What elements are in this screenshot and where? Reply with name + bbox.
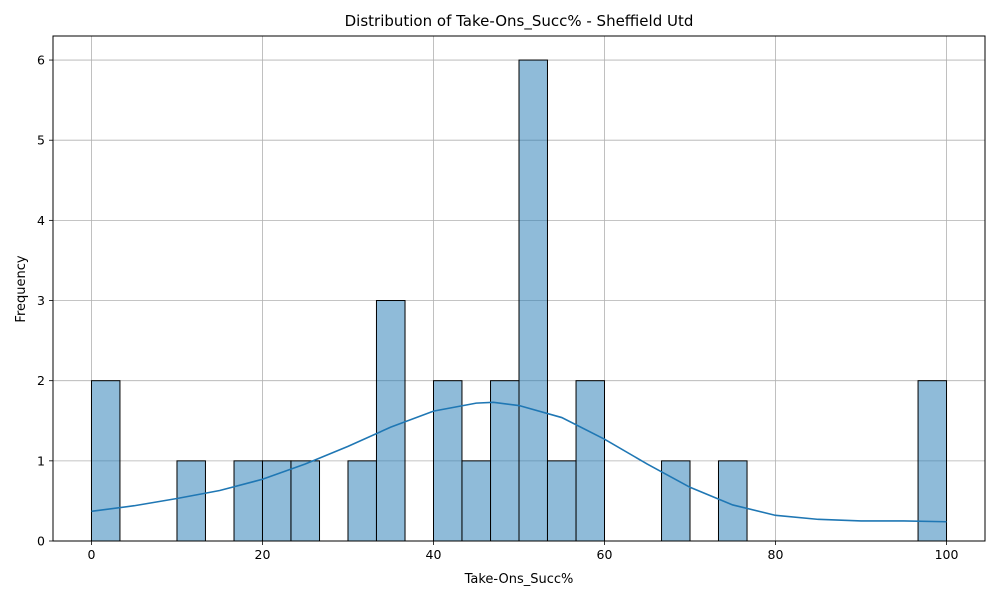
y-tick-label: 3 bbox=[37, 293, 45, 308]
histogram-bar bbox=[490, 380, 520, 542]
histogram-bar bbox=[917, 380, 948, 542]
axis-ticks: 0 20 40 60 80 100 0 1 2 3 4 5 6 bbox=[37, 53, 958, 562]
x-tick-label: 20 bbox=[255, 547, 271, 562]
chart-title: Distribution of Take-Ons_Succ% - Sheffie… bbox=[345, 12, 694, 31]
x-tick-label: 100 bbox=[935, 547, 959, 562]
histogram-bar bbox=[432, 380, 463, 542]
histogram-bar bbox=[261, 460, 292, 542]
x-tick-label: 60 bbox=[597, 547, 613, 562]
histogram-bar bbox=[375, 300, 406, 542]
y-tick-label: 2 bbox=[37, 373, 45, 388]
histogram-bar bbox=[461, 460, 492, 542]
histogram-bar bbox=[290, 460, 321, 542]
histogram-bar bbox=[233, 460, 263, 542]
y-tick-label: 5 bbox=[37, 133, 45, 148]
y-tick-label: 4 bbox=[37, 213, 45, 228]
histogram-bar bbox=[518, 59, 548, 542]
y-axis-title: Frequency bbox=[14, 255, 29, 322]
y-tick-label: 6 bbox=[37, 53, 45, 68]
x-axis-title: Take-Ons_Succ% bbox=[464, 572, 574, 587]
plot-area-frame bbox=[52, 35, 986, 542]
x-tick-label: 80 bbox=[768, 547, 784, 562]
kde-curve-group bbox=[91, 401, 947, 523]
histogram-bar bbox=[575, 380, 606, 542]
histogram-bar bbox=[90, 380, 121, 542]
histogram-bar bbox=[661, 460, 691, 542]
y-tick-label: 0 bbox=[37, 534, 45, 549]
histogram-bar bbox=[347, 460, 377, 542]
histogram-bar bbox=[546, 460, 577, 542]
histogram-bars bbox=[90, 59, 948, 542]
histogram-bar bbox=[176, 460, 206, 542]
x-tick-label: 0 bbox=[88, 547, 96, 562]
x-tick-label: 40 bbox=[426, 547, 442, 562]
kde-curve bbox=[91, 401, 947, 523]
y-tick-label: 1 bbox=[37, 453, 45, 468]
